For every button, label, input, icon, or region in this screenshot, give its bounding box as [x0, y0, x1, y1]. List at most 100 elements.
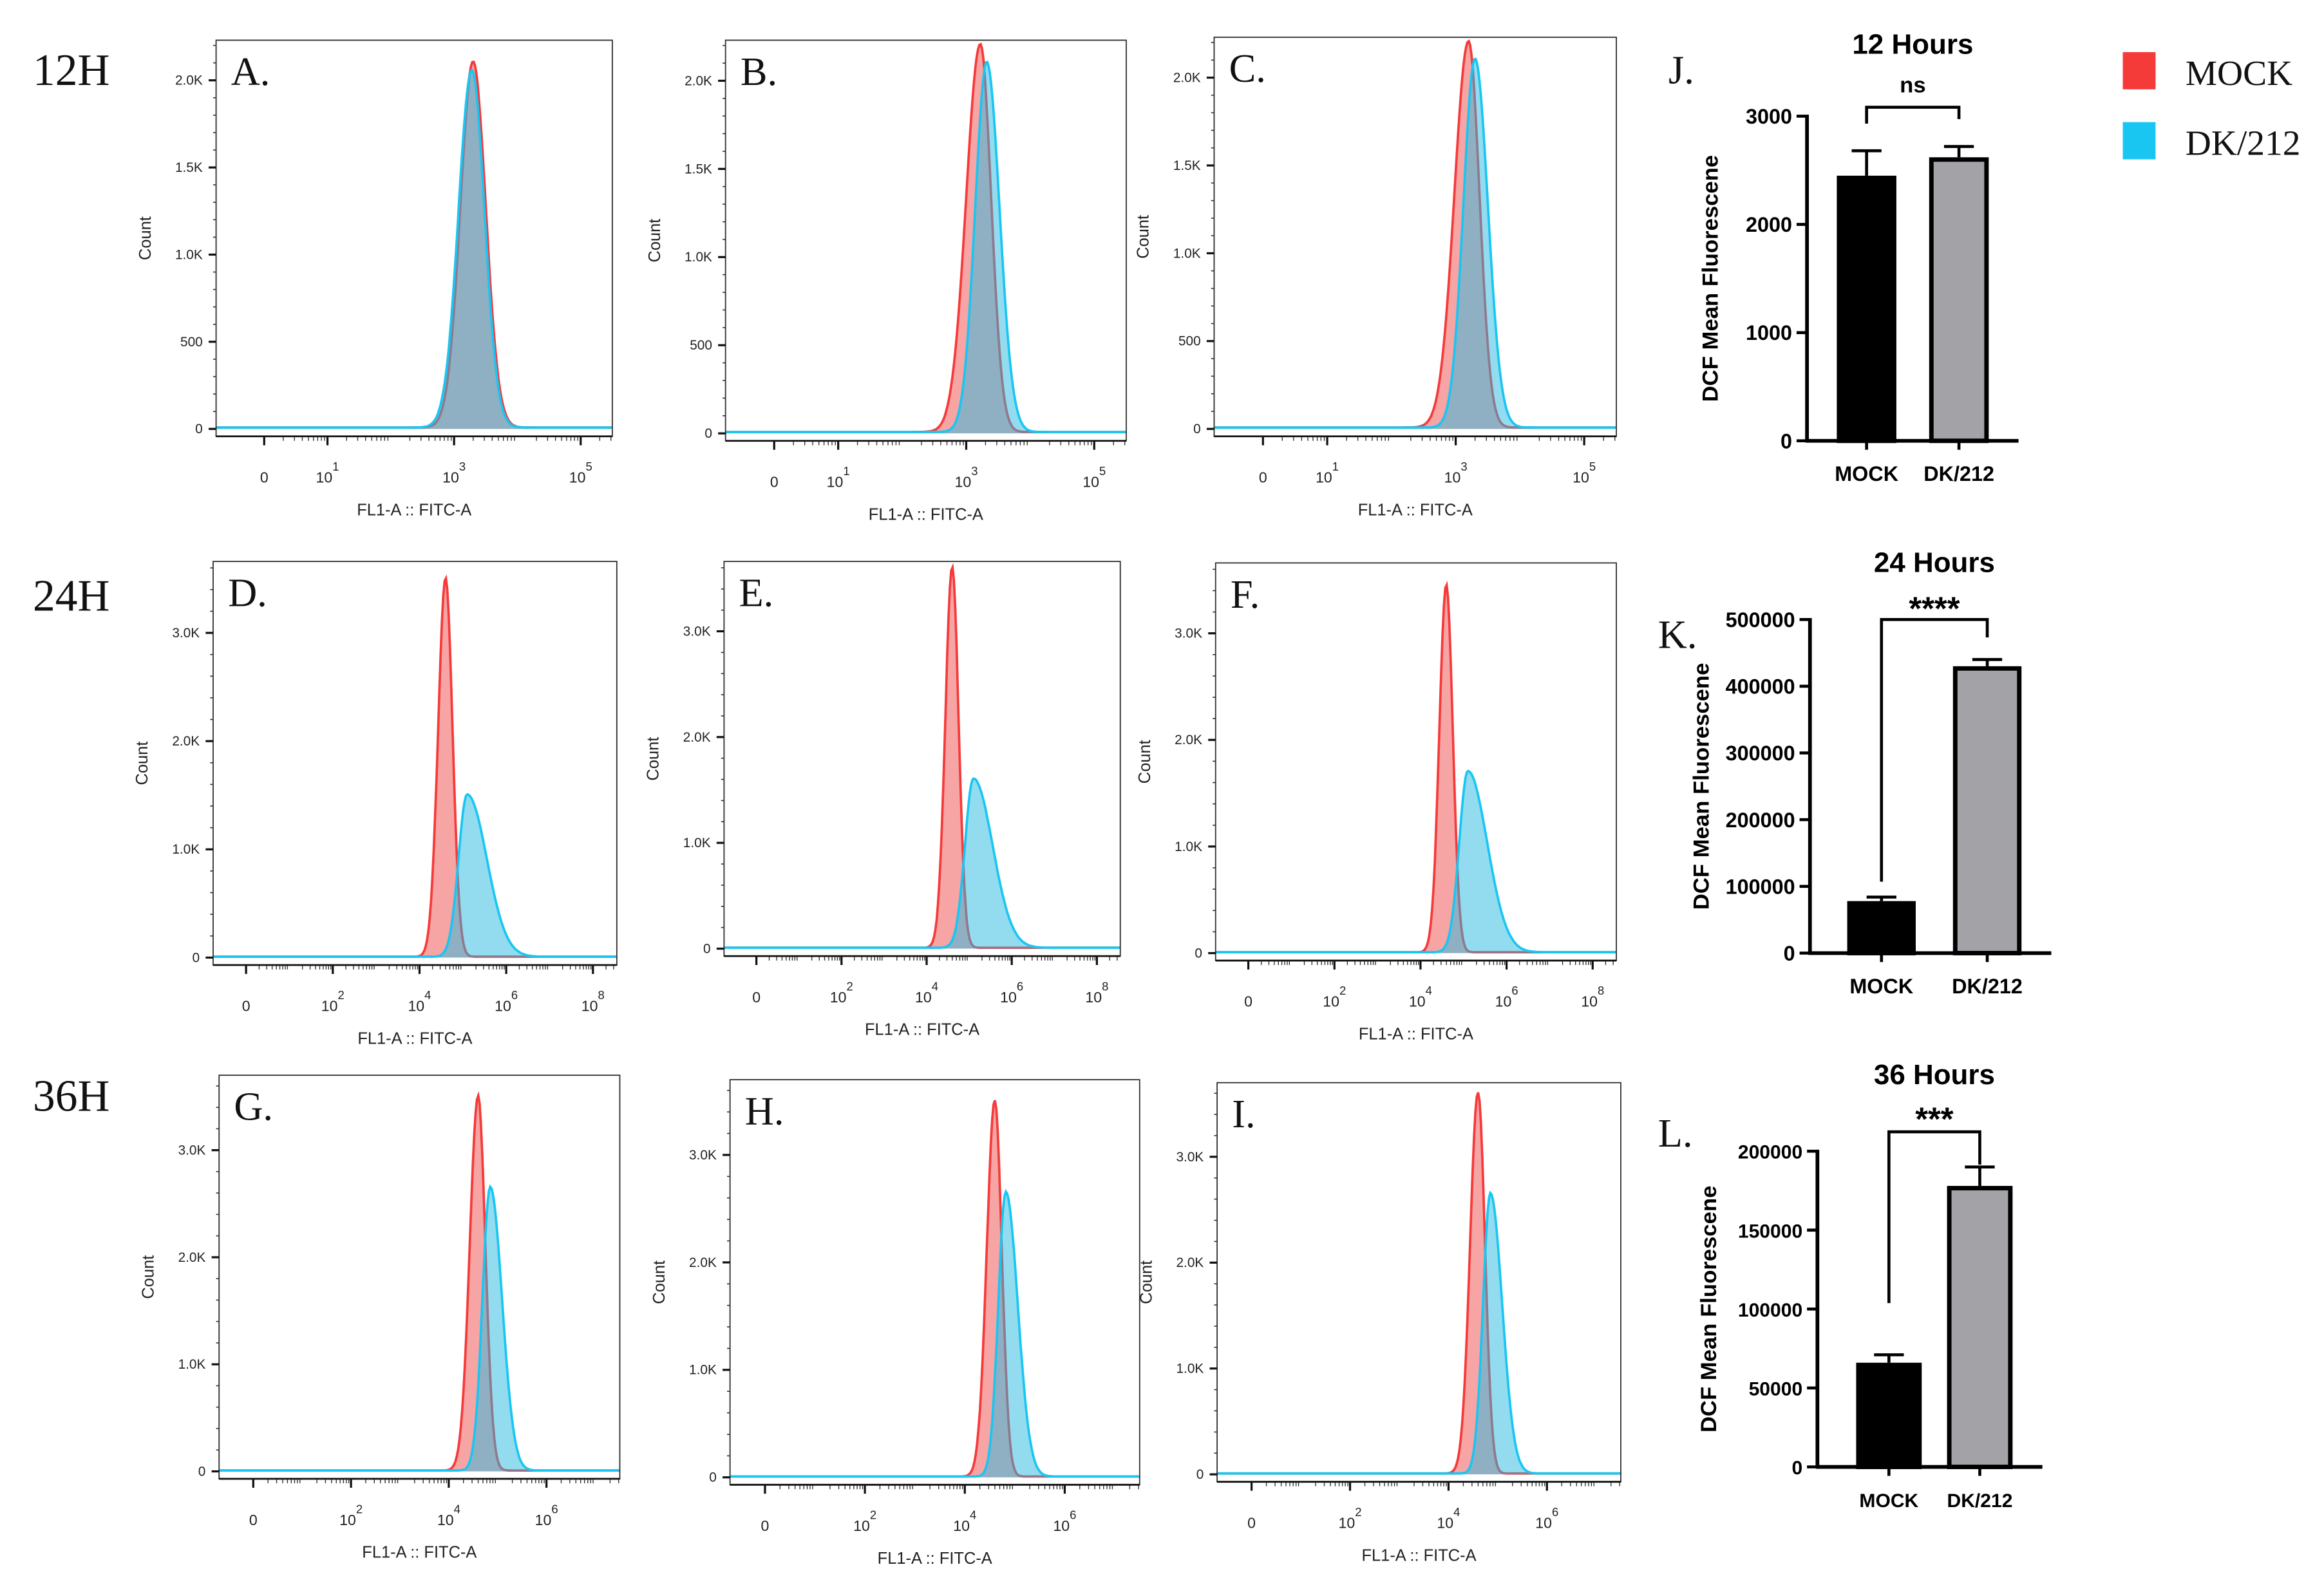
x-tick-label: 0 — [770, 473, 779, 490]
bar-dk212 — [1947, 1186, 2013, 1470]
y-tick-label: 1.0K — [685, 250, 712, 265]
y-tick-label: 100000 — [1726, 875, 1795, 898]
y-tick-label: 0 — [709, 1470, 717, 1485]
histogram-fill-dk212 — [1217, 1193, 1621, 1475]
histogram-fill-dk212 — [216, 70, 612, 429]
x-tick-base: 0 — [1259, 469, 1267, 485]
histogram-fill-dk212 — [724, 778, 1120, 949]
x-tick-exponent: 6 — [1017, 979, 1023, 993]
y-tick-label: 1.5K — [685, 162, 712, 176]
x-tick-exponent: 2 — [847, 979, 853, 993]
x-tick-base: 10 — [953, 1517, 970, 1534]
histogram-fill-mock — [1214, 41, 1617, 429]
y-tick-label: 1.0K — [1173, 246, 1201, 261]
histogram-fill-dk212 — [1215, 771, 1617, 953]
x-tick-exponent: 6 — [511, 988, 518, 1002]
x-tick-label: 105 — [569, 460, 592, 486]
x-tick-exponent: 6 — [1552, 1505, 1558, 1519]
y-axis-label: Count — [645, 737, 663, 781]
histogram-fill-dk212 — [219, 1186, 620, 1472]
x-tick-base: 10 — [408, 998, 424, 1015]
x-tick-base: 10 — [1444, 469, 1461, 485]
x-tick-base: 10 — [1323, 993, 1339, 1010]
histogram-line-mock — [1214, 39, 1617, 429]
bar-dk212 — [1929, 157, 1989, 444]
row-label-24h: 24H — [33, 571, 109, 621]
panel-letter: I. — [1232, 1091, 1255, 1136]
x-tick-exponent: 2 — [1355, 1505, 1361, 1519]
y-tick-label: 100000 — [1738, 1300, 1802, 1321]
x-tick-label: DK/212 — [1947, 1490, 2013, 1512]
chart-title: 24 Hours — [1874, 547, 1995, 578]
significance-bracket — [1887, 1130, 1981, 1304]
y-tick-label: 2.0K — [178, 1250, 206, 1265]
y-tick-label: 0 — [704, 426, 712, 441]
histogram-line-mock — [219, 1091, 620, 1472]
x-tick-base: 0 — [1244, 993, 1252, 1010]
x-tick-base: 0 — [761, 1517, 770, 1534]
x-tick-label: 104 — [408, 988, 431, 1015]
chart-title: 12 Hours — [1852, 28, 1973, 60]
histogram-fill-dk212 — [730, 1192, 1140, 1477]
panel-letter: H. — [745, 1089, 784, 1134]
bar-chart-panel-l: L. 36 Hours MOCK DK/212 0 50000 100000 150000 20… — [1658, 1059, 2043, 1512]
x-tick-base: 10 — [1573, 469, 1589, 485]
x-tick-exponent: 5 — [1589, 460, 1596, 473]
histogram-fill-mock — [725, 44, 1126, 434]
x-tick-base: 10 — [442, 469, 459, 485]
y-tick-label: 2.0K — [683, 730, 711, 745]
x-tick-base: 10 — [1581, 993, 1598, 1010]
plot-frame — [215, 39, 613, 437]
x-tick-label: MOCK — [1835, 462, 1899, 485]
legend-label-mock: MOCK — [2186, 54, 2293, 93]
y-tick-label: 0 — [1193, 422, 1201, 436]
panel-letter: E. — [739, 570, 774, 615]
legend-swatch-mock — [2122, 52, 2156, 89]
histogram-line-dk212 — [1217, 1190, 1621, 1475]
histogram-line-mock — [724, 563, 1120, 950]
y-tick-label: 3.0K — [1176, 1150, 1204, 1165]
y-tick-label: 2.0K — [1176, 1255, 1204, 1270]
y-tick-label: 500 — [1178, 334, 1201, 349]
x-tick-label: 106 — [1495, 984, 1518, 1010]
x-tick-exponent: 3 — [1460, 460, 1467, 473]
x-tick-label: 104 — [953, 1508, 976, 1535]
x-tick-label: 102 — [830, 979, 853, 1006]
x-tick-label: 108 — [1581, 984, 1604, 1010]
y-tick-label: 3.0K — [689, 1148, 717, 1163]
significance-label: ns — [1900, 73, 1925, 97]
x-tick-exponent: 3 — [971, 464, 978, 478]
y-tick-label: 1.0K — [683, 836, 711, 850]
y-axis-label: Count — [137, 216, 155, 260]
x-tick-label: 106 — [1000, 979, 1023, 1006]
histogram-line-mock — [213, 574, 617, 958]
y-axis-label: Count — [1136, 740, 1154, 783]
histogram-line-mock — [1217, 1092, 1621, 1475]
x-tick-base: 0 — [752, 989, 760, 1006]
x-tick-label: 104 — [915, 979, 938, 1006]
panel-letter: A. — [231, 49, 270, 94]
x-tick-base: 10 — [915, 989, 932, 1006]
x-axis-label: FL1-A :: FITC-A — [362, 1544, 477, 1562]
x-tick-exponent: 8 — [1102, 979, 1108, 993]
x-tick-label: 102 — [321, 988, 345, 1015]
bar-chart-panel-j: J. 12 Hours MOCK DK/212 0 1000 2000 3000 DCF Mea… — [1668, 28, 2019, 485]
y-tick-label: 1.5K — [1173, 158, 1201, 173]
bar-mock — [1847, 901, 1916, 955]
x-tick-label: 106 — [1053, 1508, 1076, 1535]
x-tick-base: 10 — [1085, 989, 1102, 1006]
histogram-fill-mock — [724, 567, 1120, 949]
x-tick-base: 10 — [853, 1517, 870, 1534]
x-tick-exponent: 3 — [459, 460, 466, 473]
y-tick-label: 500 — [180, 335, 203, 350]
x-tick-label: MOCK — [1859, 1490, 1918, 1512]
x-tick-base: 10 — [1082, 473, 1099, 490]
x-tick-label: 0 — [1247, 1514, 1256, 1531]
x-axis-label: FL1-A :: FITC-A — [865, 1021, 979, 1039]
y-tick-label: 3.0K — [683, 624, 711, 639]
x-tick-exponent: 2 — [338, 988, 345, 1002]
